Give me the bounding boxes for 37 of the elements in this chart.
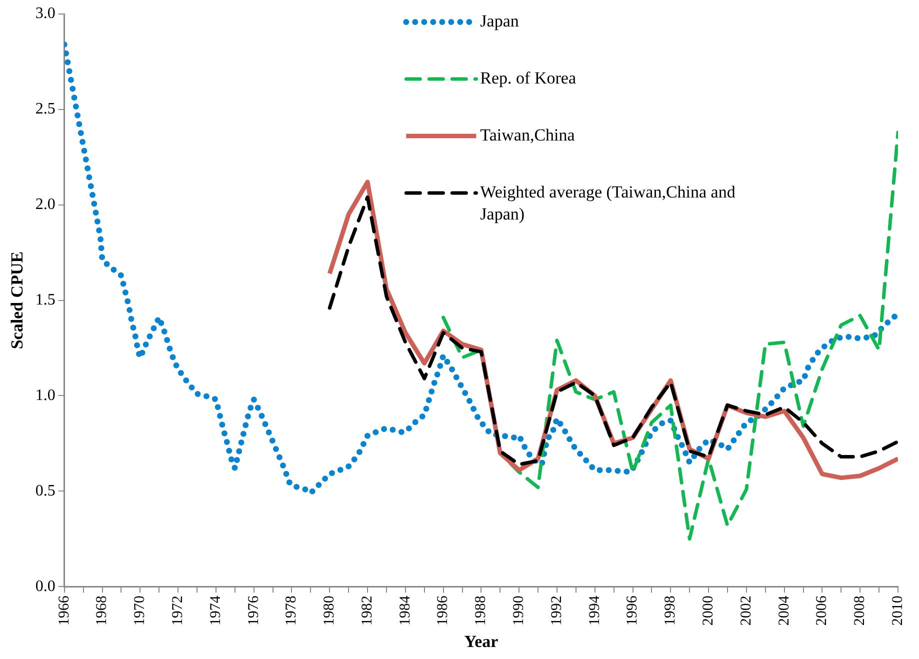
x-tick-label: 1980 bbox=[322, 596, 338, 626]
x-tick-label: 2006 bbox=[814, 595, 830, 626]
legend-label: Rep. of Korea bbox=[480, 68, 576, 88]
x-tick-label: 1984 bbox=[397, 595, 414, 626]
x-tick-label: 1990 bbox=[511, 596, 528, 626]
y-tick-label: 2.0 bbox=[35, 196, 56, 214]
x-tick-label: 2004 bbox=[776, 595, 792, 626]
line-series bbox=[442, 130, 898, 541]
legend-label: Weighted average (Taiwan,China and Japan) bbox=[480, 182, 736, 224]
x-tick-label: 2000 bbox=[700, 596, 716, 626]
y-tick-label: 1.0 bbox=[35, 386, 56, 404]
x-tick-label: 1986 bbox=[435, 595, 452, 626]
x-tick-label: 1982 bbox=[359, 596, 376, 626]
x-tick-label: 1970 bbox=[132, 596, 148, 626]
y-tick-label: 0.5 bbox=[35, 482, 56, 500]
legend-label: Japan bbox=[480, 11, 520, 30]
x-tick-label: 2002 bbox=[738, 596, 754, 626]
x-tick-label: 1996 bbox=[624, 595, 641, 626]
y-tick-label: 1.5 bbox=[35, 292, 56, 309]
x-tick-label: 2010 bbox=[890, 596, 906, 626]
y-tick-label: 2.5 bbox=[35, 100, 56, 118]
x-tick-label: 1966 bbox=[56, 595, 72, 626]
y-axis-title: Scaled CPUE bbox=[8, 251, 27, 350]
x-axis-title: Year bbox=[464, 632, 499, 652]
y-tick-label: 0.0 bbox=[35, 578, 56, 595]
x-tick-label: 1998 bbox=[662, 596, 679, 626]
x-tick-label: 1968 bbox=[94, 596, 110, 626]
x-tick-label: 1976 bbox=[246, 595, 262, 626]
legend-label: Taiwan,China bbox=[480, 125, 576, 144]
x-tick-label: 2008 bbox=[852, 596, 868, 626]
x-tick-label: 1974 bbox=[208, 595, 224, 626]
x-tick-label: 1978 bbox=[284, 596, 300, 626]
x-tick-label: 1988 bbox=[473, 596, 490, 626]
y-tick-label: 3.0 bbox=[35, 5, 56, 22]
x-tick-label: 1972 bbox=[170, 596, 186, 626]
x-tick-label: 1992 bbox=[548, 596, 565, 626]
x-tick-label: 1994 bbox=[586, 595, 603, 626]
